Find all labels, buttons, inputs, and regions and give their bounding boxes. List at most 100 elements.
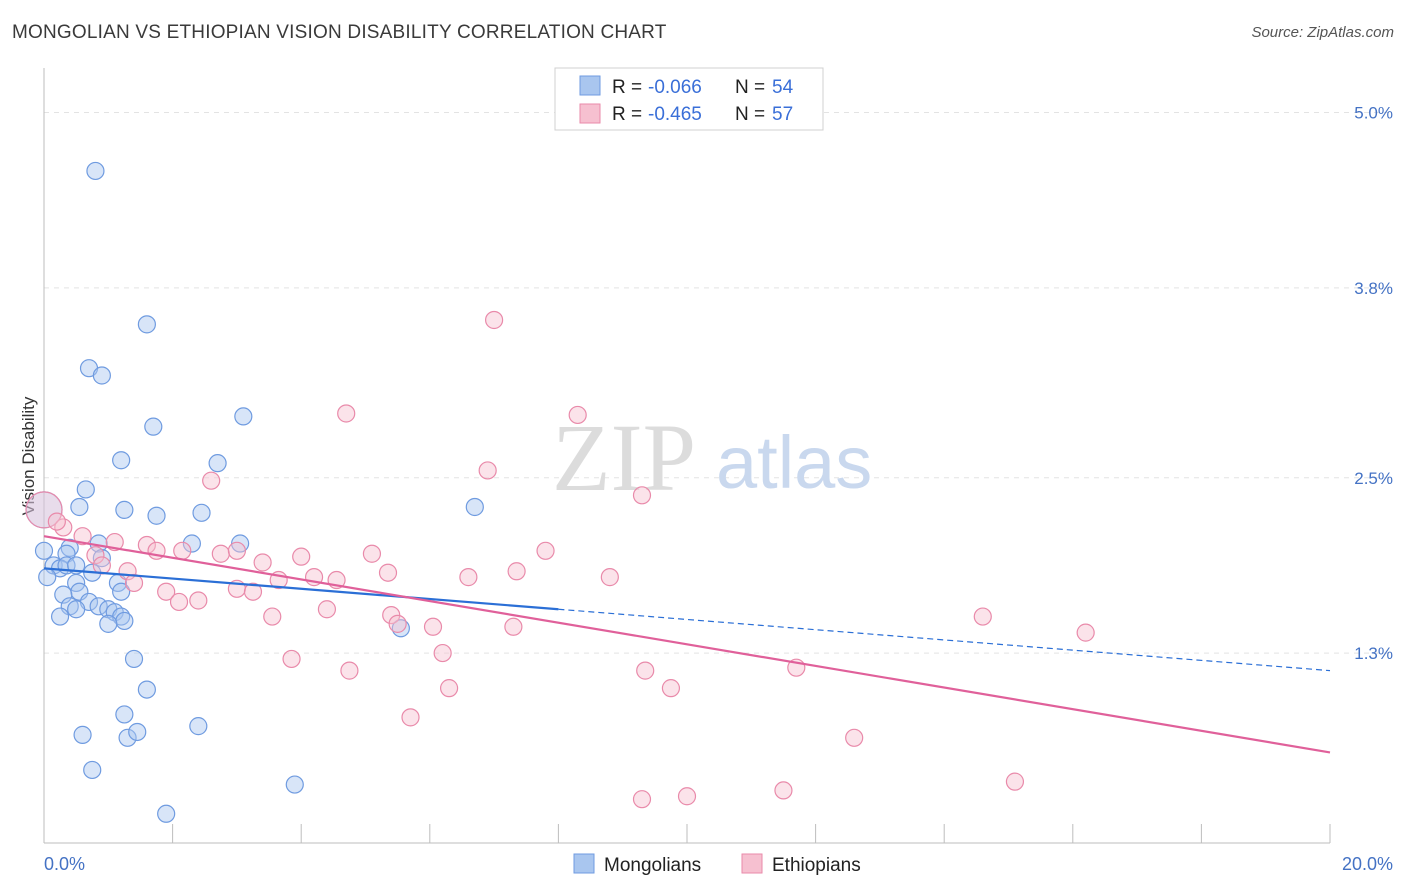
mongolians-point (147, 506, 166, 525)
mongolians-point (144, 417, 163, 436)
mongolians-point (86, 161, 105, 181)
ethiopians-point (25, 491, 63, 529)
top-legend: R = -0.066 N = 54 R = -0.465 N = 57 (554, 67, 824, 131)
mongolians-point (92, 366, 111, 385)
ethiopians-point (423, 617, 443, 636)
ethiopians-point (253, 553, 272, 572)
mongolians-point (38, 568, 57, 587)
mongolians-point (50, 607, 70, 626)
x-tick-label: 0.0% (44, 854, 85, 874)
ethiopians-point (388, 614, 407, 633)
mongolians-point (137, 315, 156, 334)
mongolians-point (465, 497, 484, 517)
ethiopians-point (378, 563, 398, 582)
x-tick-labels: 0.0% 20.0% (44, 854, 1393, 874)
watermark-zip: ZIP (552, 404, 696, 511)
mongolians-point (124, 649, 144, 669)
legend-r-value-mongolians: -0.066 (648, 77, 702, 98)
ethiopians-point (282, 649, 301, 669)
mongolians-point (189, 717, 208, 736)
mongolians-trend-line (43, 567, 559, 611)
ethiopians-point (86, 546, 105, 565)
ethiopians-point (47, 512, 66, 531)
ethiopians-point (632, 486, 652, 505)
legend-n-label-mongolians: N = (735, 77, 765, 98)
legend-swatch-mongolians (579, 75, 601, 96)
grid-lines (44, 112, 1390, 654)
ethiopians-point (169, 592, 189, 612)
ethiopians-point (632, 790, 652, 809)
x-tick-label: 20.0% (1342, 854, 1393, 874)
ethiopians-point (227, 541, 246, 560)
legend-r-label-mongolians: R = (612, 77, 642, 98)
ethiopians-point (507, 562, 526, 581)
mongolians-point (60, 538, 79, 557)
ethiopians-point (1005, 772, 1025, 791)
ethiopians-point (485, 310, 504, 330)
mongolians-point (115, 500, 134, 520)
y-tick-label: 2.5% (1354, 469, 1393, 488)
mongolians-point (34, 541, 54, 560)
mongolians-point (118, 728, 137, 747)
mongolians-point (112, 582, 131, 601)
legend-r-label-ethiopians: R = (612, 104, 642, 125)
ethiopians-point (677, 787, 697, 806)
y-axis-label: Vision Disability (19, 396, 38, 515)
ethiopians-points (25, 310, 1095, 809)
watermark-atlas: atlas (716, 421, 872, 504)
mongolians-point (83, 760, 102, 780)
mongolians-point (99, 614, 118, 633)
mongolians-point (115, 705, 134, 724)
ethiopians-point (317, 600, 337, 619)
mongolians-point (128, 722, 147, 742)
mongolians-point (192, 503, 211, 522)
ethiopians-point (292, 547, 311, 566)
ethiopians-point (478, 461, 497, 480)
mongolians-point (182, 534, 201, 553)
y-tick-label: 5.0% (1354, 104, 1393, 123)
ethiopians-point (568, 405, 587, 425)
bottom-legend: Mongolians Ethiopians (573, 853, 861, 876)
legend-n-label-ethiopians: N = (735, 104, 765, 125)
legend-n-value-mongolians: 54 (772, 77, 794, 98)
ethiopians-point (401, 708, 420, 727)
ethiopians-trend-line (43, 535, 1331, 754)
ethiopians-point (211, 544, 230, 563)
ethiopians-point (845, 728, 864, 747)
ethiopians-point (973, 607, 992, 626)
legend-r-value-ethiopians: -0.465 (648, 104, 702, 125)
mongolians-point (112, 451, 131, 470)
ethiopians-point (439, 679, 459, 698)
legend-n-value-ethiopians: 57 (772, 104, 793, 125)
ethiopians-point (263, 607, 282, 626)
ethiopians-point (774, 781, 793, 800)
source-label: Source: ZipAtlas.com (1251, 24, 1394, 41)
ethiopians-point (243, 582, 263, 601)
ethiopians-point (459, 568, 478, 587)
mongolians-points (25, 161, 484, 823)
bottom-legend-swatch-mongolians (573, 853, 595, 874)
ethiopians-point (433, 643, 452, 663)
ethiopians-point (1076, 623, 1095, 642)
mongolians-point (70, 497, 89, 517)
mongolians-point (54, 585, 73, 604)
ethiopians-point (73, 527, 92, 546)
ethiopians-point (202, 471, 221, 490)
bottom-legend-mongolians: Mongolians (604, 855, 701, 876)
ethiopians-point (337, 404, 356, 423)
ethiopians-point (362, 544, 382, 563)
legend-swatch-ethiopians (579, 103, 601, 124)
axes (43, 68, 1331, 844)
mongolians-point (67, 600, 86, 619)
ethiopians-point (636, 661, 655, 680)
mongolians-point (76, 480, 95, 499)
mongolians-point (137, 680, 156, 699)
ethiopians-point (504, 617, 523, 636)
mongolians-point (234, 407, 253, 426)
ethiopians-point (173, 541, 192, 560)
y-tick-labels: 1.3% 2.5% 3.8% 5.0% (1354, 104, 1393, 664)
mongolians-point (157, 804, 176, 823)
trend-lines (43, 535, 1331, 754)
ethiopians-point (600, 568, 619, 587)
